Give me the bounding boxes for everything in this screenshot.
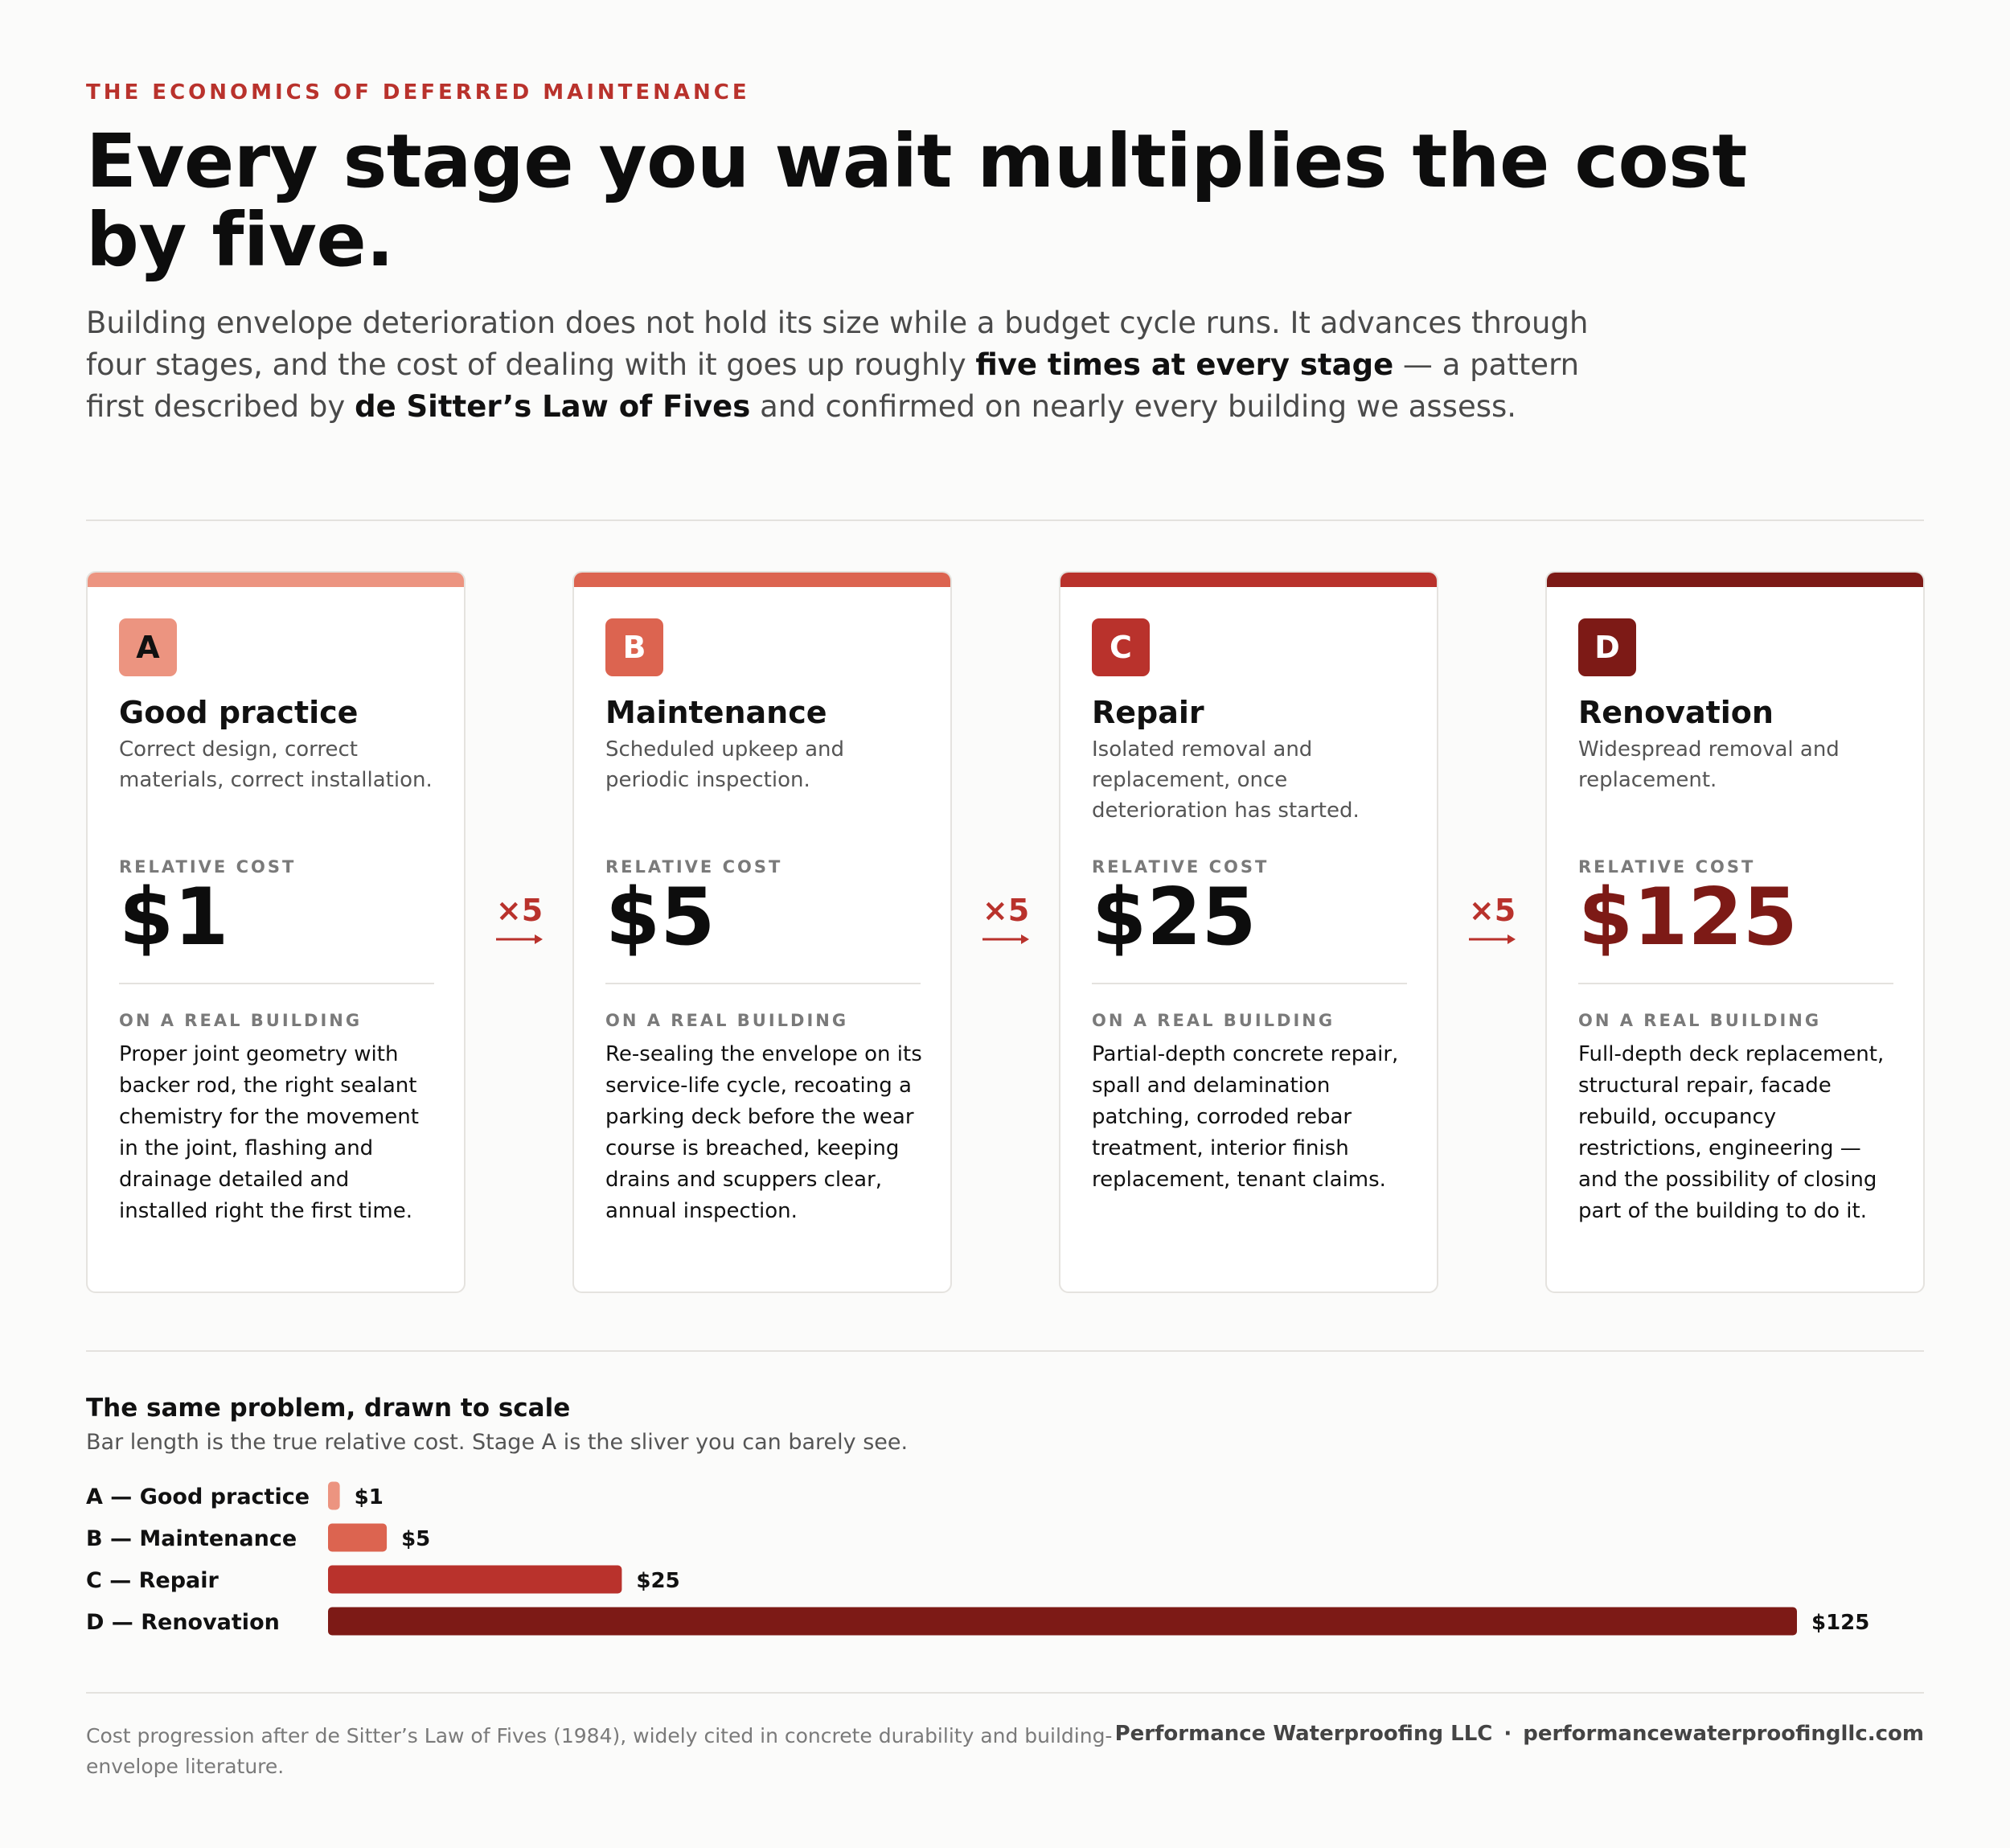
stage-c-cost-label: RELATIVE COST xyxy=(1092,857,1270,877)
stage-b-divider xyxy=(605,983,921,984)
stage-c-topbar xyxy=(1060,573,1437,587)
footer-separator: · xyxy=(1503,1722,1512,1746)
stage-c-desc: Isolated removal and replacement, once d… xyxy=(1092,737,1360,823)
stage-c-name: Repair xyxy=(1092,695,1204,730)
page-title: Every stage you wait multiplies the cost… xyxy=(86,118,1747,283)
stage-a-real-label: ON A REAL BUILDING xyxy=(119,1011,363,1030)
bar-value-label: $25 xyxy=(636,1569,679,1593)
arrow-right-icon xyxy=(1469,934,1516,944)
stage-b-cost: $5 xyxy=(605,872,716,963)
stage-b-cost-label: RELATIVE COST xyxy=(605,857,783,877)
stage-c-real-text: Partial-depth concrete repair, spall and… xyxy=(1092,1042,1399,1192)
multiplier-a-b-label: ×5 xyxy=(495,893,544,928)
stage-d-name: Renovation xyxy=(1578,695,1774,730)
divider-bottom xyxy=(86,1692,1924,1694)
bar xyxy=(328,1565,622,1594)
chart-subtitle: Bar length is the true relative cost. St… xyxy=(86,1430,909,1455)
stage-card-d: D Renovation Widespread removal and repl… xyxy=(1545,571,1925,1293)
bar-category-label: A — Good practice xyxy=(86,1485,310,1509)
stage-b-real-text: Re-sealing the envelope on its service-l… xyxy=(605,1042,922,1223)
stage-c-real-label: ON A REAL BUILDING xyxy=(1092,1011,1335,1030)
bar-category-label: D — Renovation xyxy=(86,1610,280,1635)
footer-brand: Performance Waterproofing LLC · performanc… xyxy=(1115,1722,1924,1746)
bar-value-label: $125 xyxy=(1811,1611,1869,1635)
intro-text-3: and confirmed on nearly every building w… xyxy=(750,389,1517,424)
stage-d-real-label: ON A REAL BUILDING xyxy=(1578,1011,1822,1030)
bar-value-label: $5 xyxy=(401,1527,430,1551)
stage-a-real-text: Proper joint geometry with backer rod, t… xyxy=(119,1042,419,1223)
stage-c-divider xyxy=(1092,983,1407,984)
stage-c-badge: C xyxy=(1092,618,1150,676)
intro-text-1: Building envelope deterioration does not… xyxy=(86,306,1589,382)
footer-note: Cost progression after de Sitter’s Law o… xyxy=(86,1724,1113,1778)
intro-bold-1: five times at every stage xyxy=(975,347,1394,382)
stage-d-topbar xyxy=(1547,573,1923,587)
arrow-right-icon xyxy=(982,934,1029,944)
stage-d-divider xyxy=(1578,983,1893,984)
stage-a-topbar xyxy=(88,573,464,587)
bar xyxy=(328,1523,388,1552)
stage-a-badge: A xyxy=(119,618,177,676)
multiplier-b-c: ×5 xyxy=(974,894,1038,947)
footer-website[interactable]: performancewaterproofingllc.com xyxy=(1523,1722,1924,1746)
stage-b-real-label: ON A REAL BUILDING xyxy=(605,1011,849,1030)
bar xyxy=(328,1607,1797,1636)
stage-a-cost-label: RELATIVE COST xyxy=(119,857,297,877)
stage-a-divider xyxy=(119,983,434,984)
footer-company: Performance Waterproofing LLC xyxy=(1114,1722,1493,1746)
stage-c-cost: $25 xyxy=(1092,872,1257,963)
stage-card-c: C Repair Isolated removal and replacemen… xyxy=(1059,571,1438,1293)
stage-d-cost-label: RELATIVE COST xyxy=(1578,857,1756,877)
stage-d-cost: $125 xyxy=(1578,872,1798,963)
stage-card-b: B Maintenance Scheduled upkeep and perio… xyxy=(572,571,952,1293)
stage-a-desc: Correct design, correct materials, corre… xyxy=(119,737,433,792)
stage-b-name: Maintenance xyxy=(605,695,827,730)
stage-b-topbar xyxy=(574,573,950,587)
stage-d-desc: Widespread removal and replacement. xyxy=(1578,737,1840,792)
intro-bold-2: de Sitter’s Law of Fives xyxy=(355,389,751,424)
arrow-right-icon xyxy=(496,934,543,944)
intro-text-2: — a pattern first described by xyxy=(86,347,1580,424)
multiplier-c-d-label: ×5 xyxy=(1468,893,1516,928)
bar xyxy=(328,1481,340,1510)
cost-bar-chart: A — Good practice $1 B — Maintenance $5 C — … xyxy=(86,1481,1869,1636)
stage-b-badge: B xyxy=(605,618,663,676)
bar-category-label: C — Repair xyxy=(86,1568,219,1593)
bar-value-label: $1 xyxy=(355,1485,384,1509)
intro-paragraph: Building envelope deterioration does not… xyxy=(86,302,1598,428)
bar-category-label: B — Maintenance xyxy=(86,1526,297,1551)
divider-top xyxy=(86,519,1924,521)
chart-title: The same problem, drawn to scale xyxy=(86,1394,571,1423)
eyebrow: THE ECONOMICS OF DEFERRED MAINTENANCE xyxy=(86,80,750,105)
stage-b-desc: Scheduled upkeep and periodic inspection… xyxy=(605,737,845,792)
stage-d-real-text: Full-depth deck replacement, structural … xyxy=(1578,1042,1885,1223)
stage-a-name: Good practice xyxy=(119,695,359,730)
multiplier-c-d: ×5 xyxy=(1460,894,1524,947)
stage-card-a: A Good practice Correct design, correct … xyxy=(86,571,466,1293)
stage-d-badge: D xyxy=(1578,618,1636,676)
multiplier-b-c-label: ×5 xyxy=(982,893,1030,928)
divider-middle xyxy=(86,1350,1924,1352)
stage-a-cost: $1 xyxy=(119,872,229,963)
multiplier-a-b: ×5 xyxy=(487,894,552,947)
